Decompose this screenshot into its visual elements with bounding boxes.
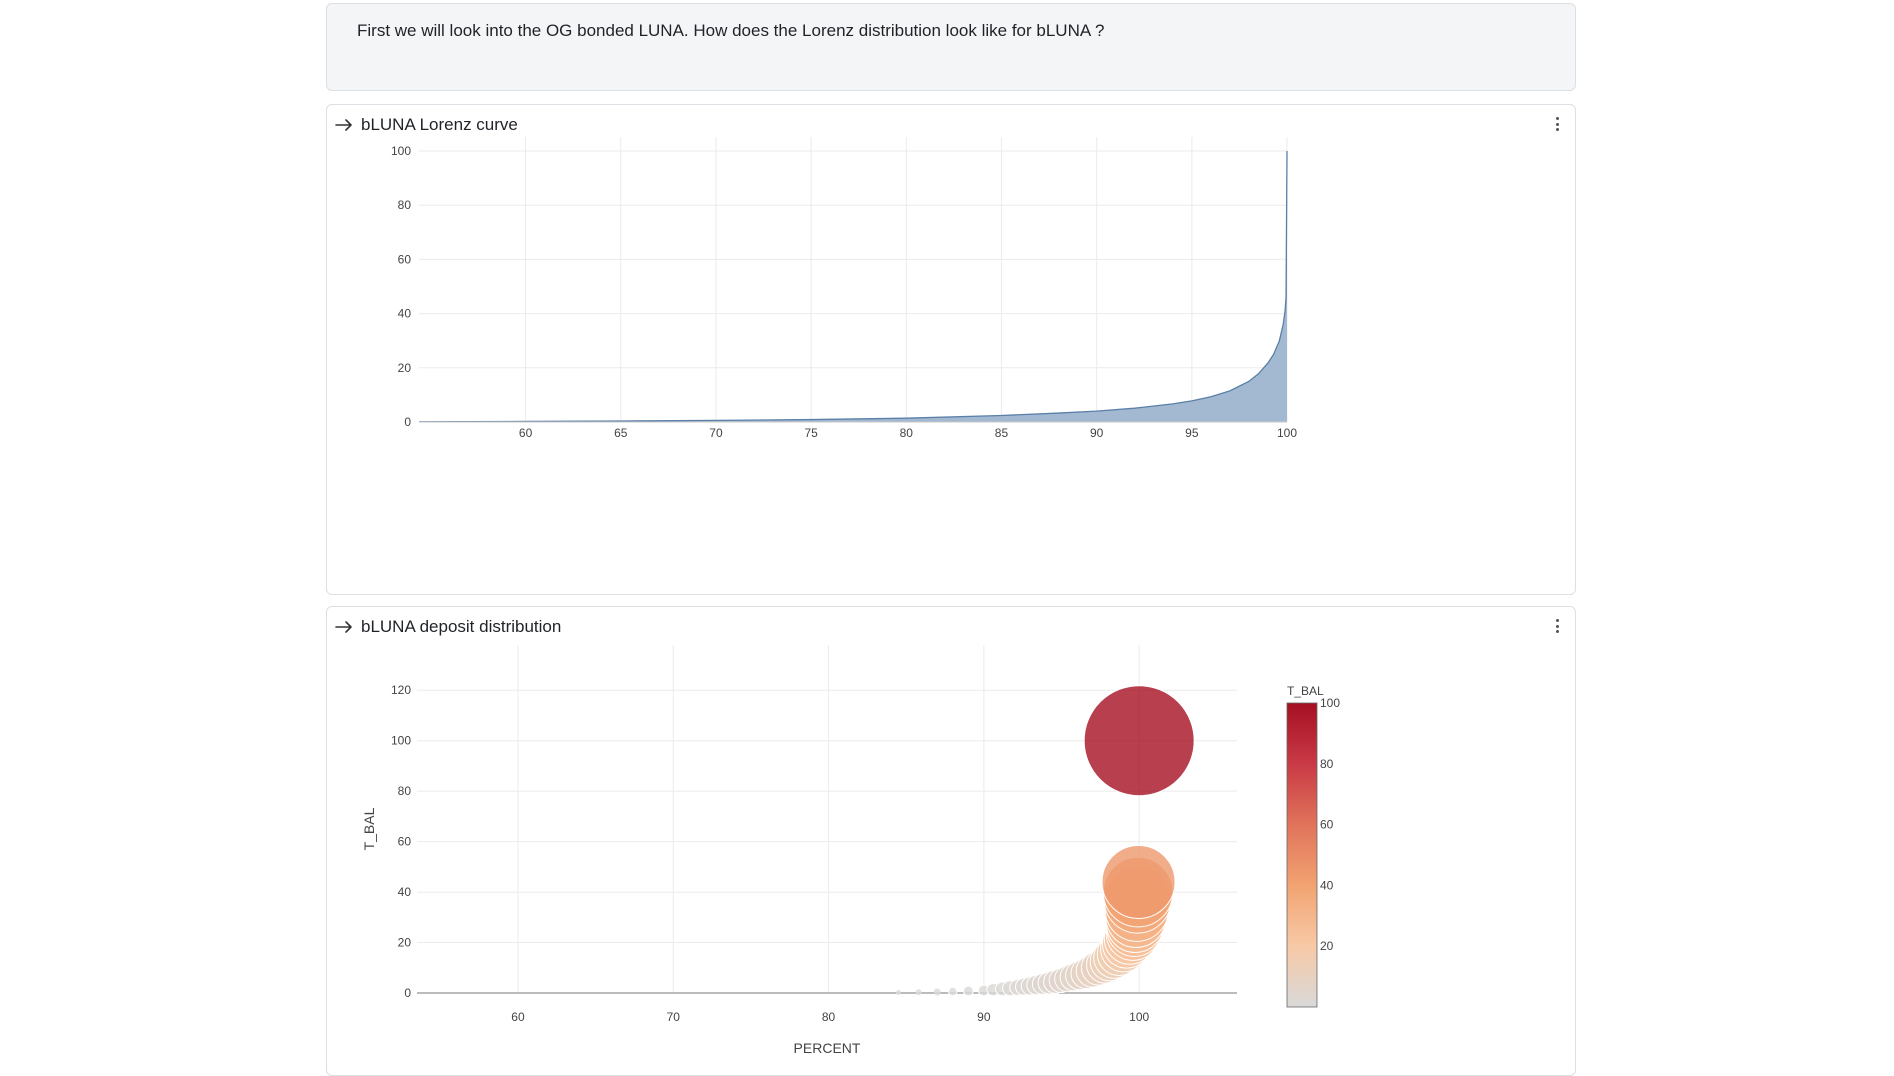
gridlines bbox=[419, 137, 1288, 423]
colorbar-tick-label: 100 bbox=[1320, 696, 1340, 710]
y-tick-label: 80 bbox=[398, 784, 412, 798]
x-tick-label: 90 bbox=[1090, 426, 1104, 440]
y-tick-label: 120 bbox=[391, 683, 411, 697]
lorenz-panel-title: bLUNA Lorenz curve bbox=[361, 115, 518, 134]
bubbles bbox=[895, 685, 1195, 997]
colorbar-tick-label: 20 bbox=[1320, 939, 1334, 953]
y-axis-title: T_BAL bbox=[361, 807, 377, 850]
x-tick-label: 70 bbox=[709, 426, 723, 440]
arrow-right-icon bbox=[335, 119, 352, 131]
y-tick-label: 40 bbox=[398, 885, 412, 899]
x-tick-label: 60 bbox=[511, 1010, 525, 1024]
y-tick-label: 60 bbox=[398, 835, 412, 849]
deposit-panel: bLUNA deposit distribution 60 70 80 90 100 0 2… bbox=[326, 606, 1576, 1076]
more-options-icon[interactable] bbox=[1551, 619, 1563, 633]
x-tick-label: 80 bbox=[822, 1010, 836, 1024]
colorbar-tick-label: 80 bbox=[1320, 757, 1334, 771]
x-tick-label: 80 bbox=[900, 426, 914, 440]
lorenz-panel: bLUNA Lorenz curve 60 65 70 75 80 85 90 95 100 0 2… bbox=[326, 104, 1576, 595]
colorbar-tick-label: 60 bbox=[1320, 818, 1334, 832]
y-tick-label: 100 bbox=[391, 144, 411, 158]
x-tick-label: 100 bbox=[1277, 426, 1297, 440]
x-tick-label: 100 bbox=[1129, 1010, 1149, 1024]
deposit-panel-header[interactable]: bLUNA deposit distribution bbox=[335, 615, 561, 639]
bubble-point bbox=[933, 988, 941, 996]
y-tick-label: 20 bbox=[398, 936, 412, 950]
bubble-point bbox=[1101, 845, 1176, 919]
bubble-point bbox=[962, 985, 974, 997]
colorbar-tick-label: 40 bbox=[1320, 878, 1334, 892]
colorbar-title: T_BAL bbox=[1287, 684, 1324, 698]
bubble-point bbox=[915, 989, 922, 996]
y-tick-label: 80 bbox=[398, 198, 412, 212]
bubble-point bbox=[948, 986, 958, 997]
x-tick-label: 65 bbox=[614, 426, 628, 440]
bubble-point bbox=[1083, 685, 1195, 797]
intro-text-card: First we will look into the OG bonded LU… bbox=[326, 3, 1576, 91]
arrow-right-icon bbox=[335, 621, 352, 633]
x-tick-label: 90 bbox=[977, 1010, 991, 1024]
y-tick-label: 60 bbox=[398, 252, 412, 266]
y-tick-label: 0 bbox=[404, 415, 411, 429]
y-tick-label: 0 bbox=[404, 986, 411, 1000]
x-axis-title: PERCENT bbox=[794, 1040, 861, 1056]
lorenz-panel-header[interactable]: bLUNA Lorenz curve bbox=[335, 113, 518, 137]
colorbar bbox=[1286, 702, 1318, 1008]
y-tick-label: 100 bbox=[391, 734, 411, 748]
lorenz-area bbox=[419, 151, 1287, 422]
deposit-chart: 60 70 80 90 100 0 20 40 60 80 100 120 PERCENT T_BAL T_… bbox=[361, 645, 1340, 1056]
lorenz-line bbox=[418, 150, 1288, 423]
x-tick-label: 75 bbox=[804, 426, 818, 440]
intro-text: First we will look into the OG bonded LU… bbox=[357, 21, 1105, 40]
more-options-icon[interactable] bbox=[1551, 117, 1563, 131]
deposit-panel-title: bLUNA deposit distribution bbox=[361, 617, 562, 636]
bubble-point bbox=[895, 990, 901, 995]
x-tick-label: 70 bbox=[667, 1010, 681, 1024]
x-tick-label: 85 bbox=[995, 426, 1009, 440]
x-tick-label: 60 bbox=[519, 426, 533, 440]
y-tick-label: 20 bbox=[398, 361, 412, 375]
y-tick-label: 40 bbox=[398, 307, 412, 321]
lorenz-chart: 60 65 70 75 80 85 90 95 100 0 20 40 60 80 100 bbox=[391, 137, 1297, 440]
x-tick-label: 95 bbox=[1185, 426, 1199, 440]
